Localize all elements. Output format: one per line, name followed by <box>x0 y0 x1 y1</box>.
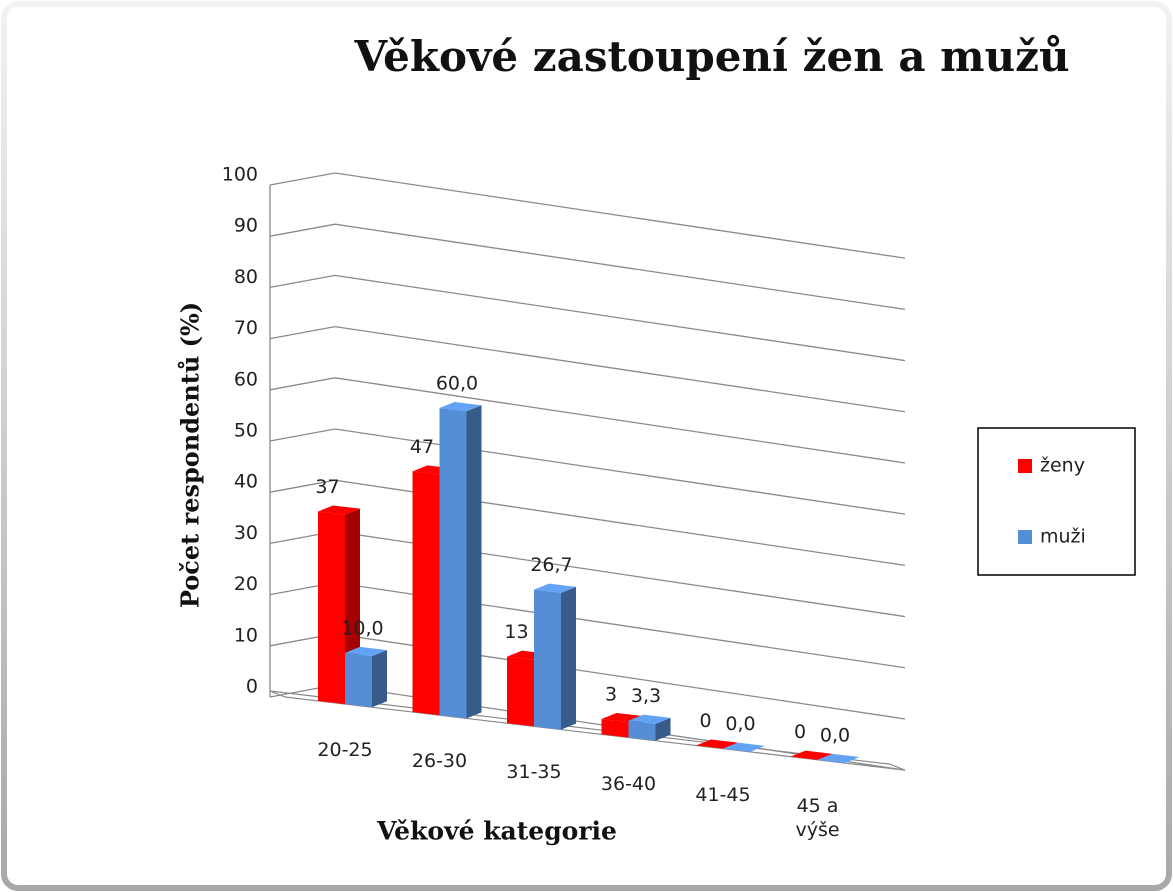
y-tick-label: 80 <box>234 266 258 288</box>
bar-front <box>601 718 629 738</box>
y-tick-label: 20 <box>234 573 258 595</box>
x-tick-label: 20-25 <box>317 739 373 762</box>
bar <box>628 714 671 741</box>
data-label: 0,0 <box>820 724 850 746</box>
data-label: 3 <box>605 683 617 705</box>
bar-top <box>628 714 671 724</box>
legend-label: ženy <box>1040 455 1085 477</box>
x-tick-label: 41-45 <box>695 783 751 806</box>
data-label: 26,7 <box>530 554 572 576</box>
chart-title: Věkové zastoupení žen a mužů <box>353 32 1069 81</box>
bar-side <box>561 586 576 730</box>
bar-front <box>439 408 467 719</box>
grid-line <box>269 172 906 259</box>
bar-top <box>723 742 765 752</box>
bar-top <box>696 739 738 749</box>
y-tick-label: 0 <box>246 676 258 698</box>
grid-line <box>269 428 906 515</box>
data-label: 3,3 <box>631 685 661 707</box>
bar <box>345 646 387 708</box>
data-label: 0,0 <box>725 713 755 735</box>
y-tick-label: 100 <box>222 164 258 186</box>
grid-line <box>269 377 906 464</box>
legend <box>977 427 1136 576</box>
x-tick-label: 36-40 <box>600 772 657 795</box>
bar <box>439 402 482 719</box>
bar-front <box>628 720 656 741</box>
bar-front <box>318 511 345 705</box>
y-tick-label: 40 <box>234 471 258 493</box>
grid-line <box>269 479 906 567</box>
data-label: 0 <box>794 721 806 743</box>
bar-front <box>507 656 534 727</box>
x-tick-label: 45 a výše <box>795 794 840 841</box>
data-label: 13 <box>504 621 528 643</box>
y-tick-label: 50 <box>234 420 258 442</box>
bar-top <box>318 505 360 515</box>
data-label: 47 <box>410 436 434 458</box>
legend-label: muži <box>1040 526 1086 548</box>
y-tick-label: 90 <box>234 215 258 237</box>
data-label: 60,0 <box>436 373 478 395</box>
y-axis-label: Počet respondentů (%) <box>176 302 205 608</box>
bar-side <box>372 650 387 708</box>
x-tick-label: 26-30 <box>411 750 468 773</box>
bar <box>696 739 738 749</box>
bar-top <box>345 646 387 657</box>
bar-front <box>412 471 440 716</box>
bar <box>817 753 860 764</box>
legend-swatch <box>1018 459 1032 473</box>
bar-top <box>817 753 860 764</box>
x-axis-label: Věkové kategorie <box>376 817 617 846</box>
bar-top <box>790 750 833 760</box>
legend-swatch <box>1018 530 1032 544</box>
data-label: 0 <box>699 710 711 732</box>
grid-line <box>269 325 906 413</box>
y-tick-label: 30 <box>234 522 258 544</box>
bar-front <box>345 652 372 708</box>
bar-top <box>534 583 576 593</box>
bar <box>790 750 833 760</box>
bar-front <box>534 589 561 730</box>
bar-side <box>655 717 671 741</box>
y-tick-label: 70 <box>234 317 258 339</box>
bar <box>534 583 576 730</box>
y-tick-label: 10 <box>234 624 258 646</box>
bar <box>723 742 765 752</box>
bar-side <box>466 405 482 719</box>
data-label: 37 <box>315 476 339 498</box>
x-tick-label: 31-35 <box>506 761 562 784</box>
grid-line <box>269 223 906 311</box>
grid-line <box>269 274 906 362</box>
y-tick-label: 60 <box>234 368 258 390</box>
data-label: 10,0 <box>341 617 383 639</box>
bar-top <box>439 402 482 412</box>
